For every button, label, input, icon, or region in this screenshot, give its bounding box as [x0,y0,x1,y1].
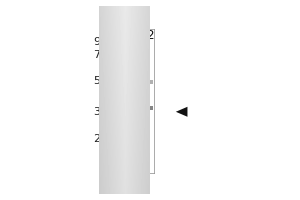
Text: HepG2: HepG2 [113,29,155,42]
Bar [115,106,153,110]
Bar [115,106,153,110]
Bar [115,80,153,84]
Text: 36: 36 [93,107,107,117]
Text: 72: 72 [93,50,107,60]
Text: 55: 55 [93,76,107,86]
Polygon shape [176,107,188,117]
Text: 95: 95 [93,37,107,47]
Bar [115,80,153,84]
Text: 28: 28 [93,134,107,144]
